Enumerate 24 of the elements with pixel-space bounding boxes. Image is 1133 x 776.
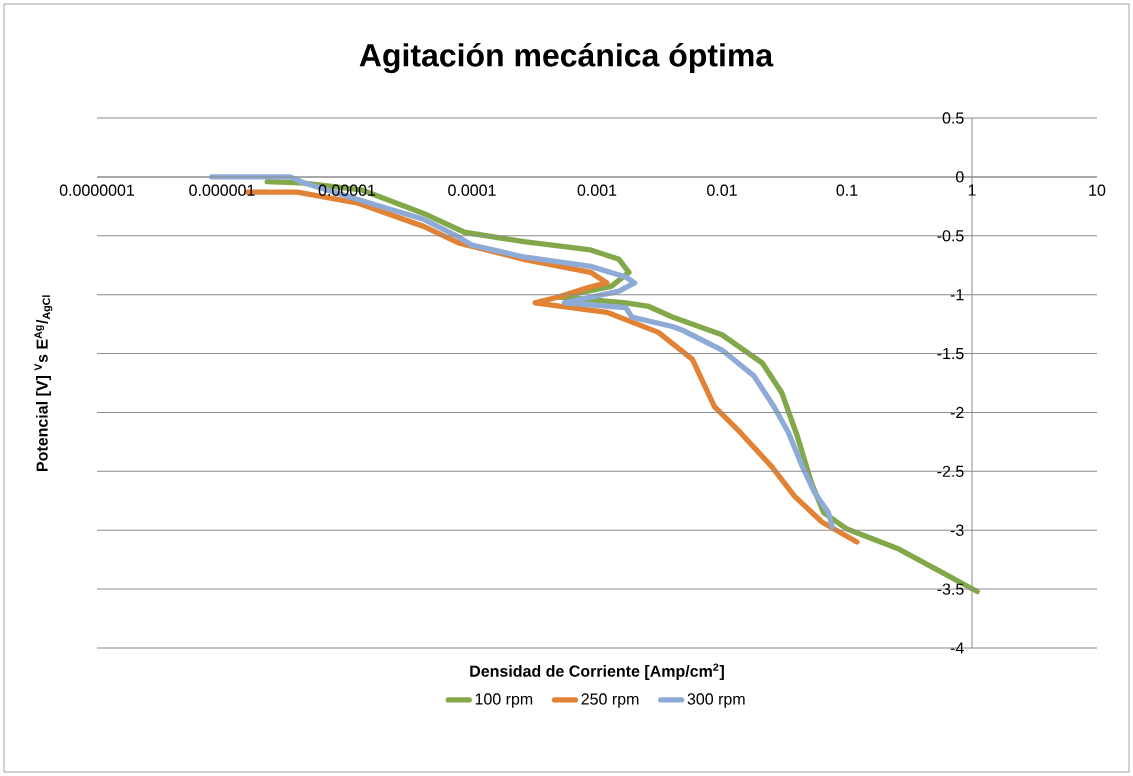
y-tick-label: -1 (950, 289, 964, 301)
legend-label: 100 rpm (475, 693, 533, 708)
legend-label: 300 rpm (687, 693, 745, 708)
x-tick-label: 0.000001 (189, 184, 255, 196)
y-tick-label: -0.5 (937, 230, 964, 242)
y-tick-label: -1.5 (937, 347, 964, 360)
x-tick-label: 1 (968, 184, 976, 196)
x-tick-label: 0.0000001 (59, 184, 135, 196)
y-tick-label: -4 (950, 642, 964, 654)
x-tick-label: 0.01 (707, 184, 737, 196)
legend-label: 250 rpm (581, 693, 639, 708)
y-tick-label: 0.5 (942, 112, 964, 124)
y-tick-label: -2 (950, 406, 964, 419)
y-tick-label: 0 (956, 171, 964, 183)
chart-title: Agitación mecánica óptima (359, 42, 774, 74)
x-tick-label: 0.1 (836, 184, 858, 196)
y-axis-title: Potencial [V] $^{V}$s E$^{Ag}$/$_{AgCl}$ (34, 295, 53, 471)
y-tick-label: -3 (950, 524, 964, 536)
x-tick-label: 10 (1089, 184, 1106, 196)
x-tick-label: 0.001 (577, 184, 617, 196)
y-tick-label: -3.5 (937, 583, 964, 595)
y-tick-label: -2.5 (937, 465, 964, 477)
x-tick-label: 0.0001 (448, 184, 496, 196)
x-axis-title: Densidad de Corriente [Amp/cm$^{2}$] (470, 663, 724, 680)
